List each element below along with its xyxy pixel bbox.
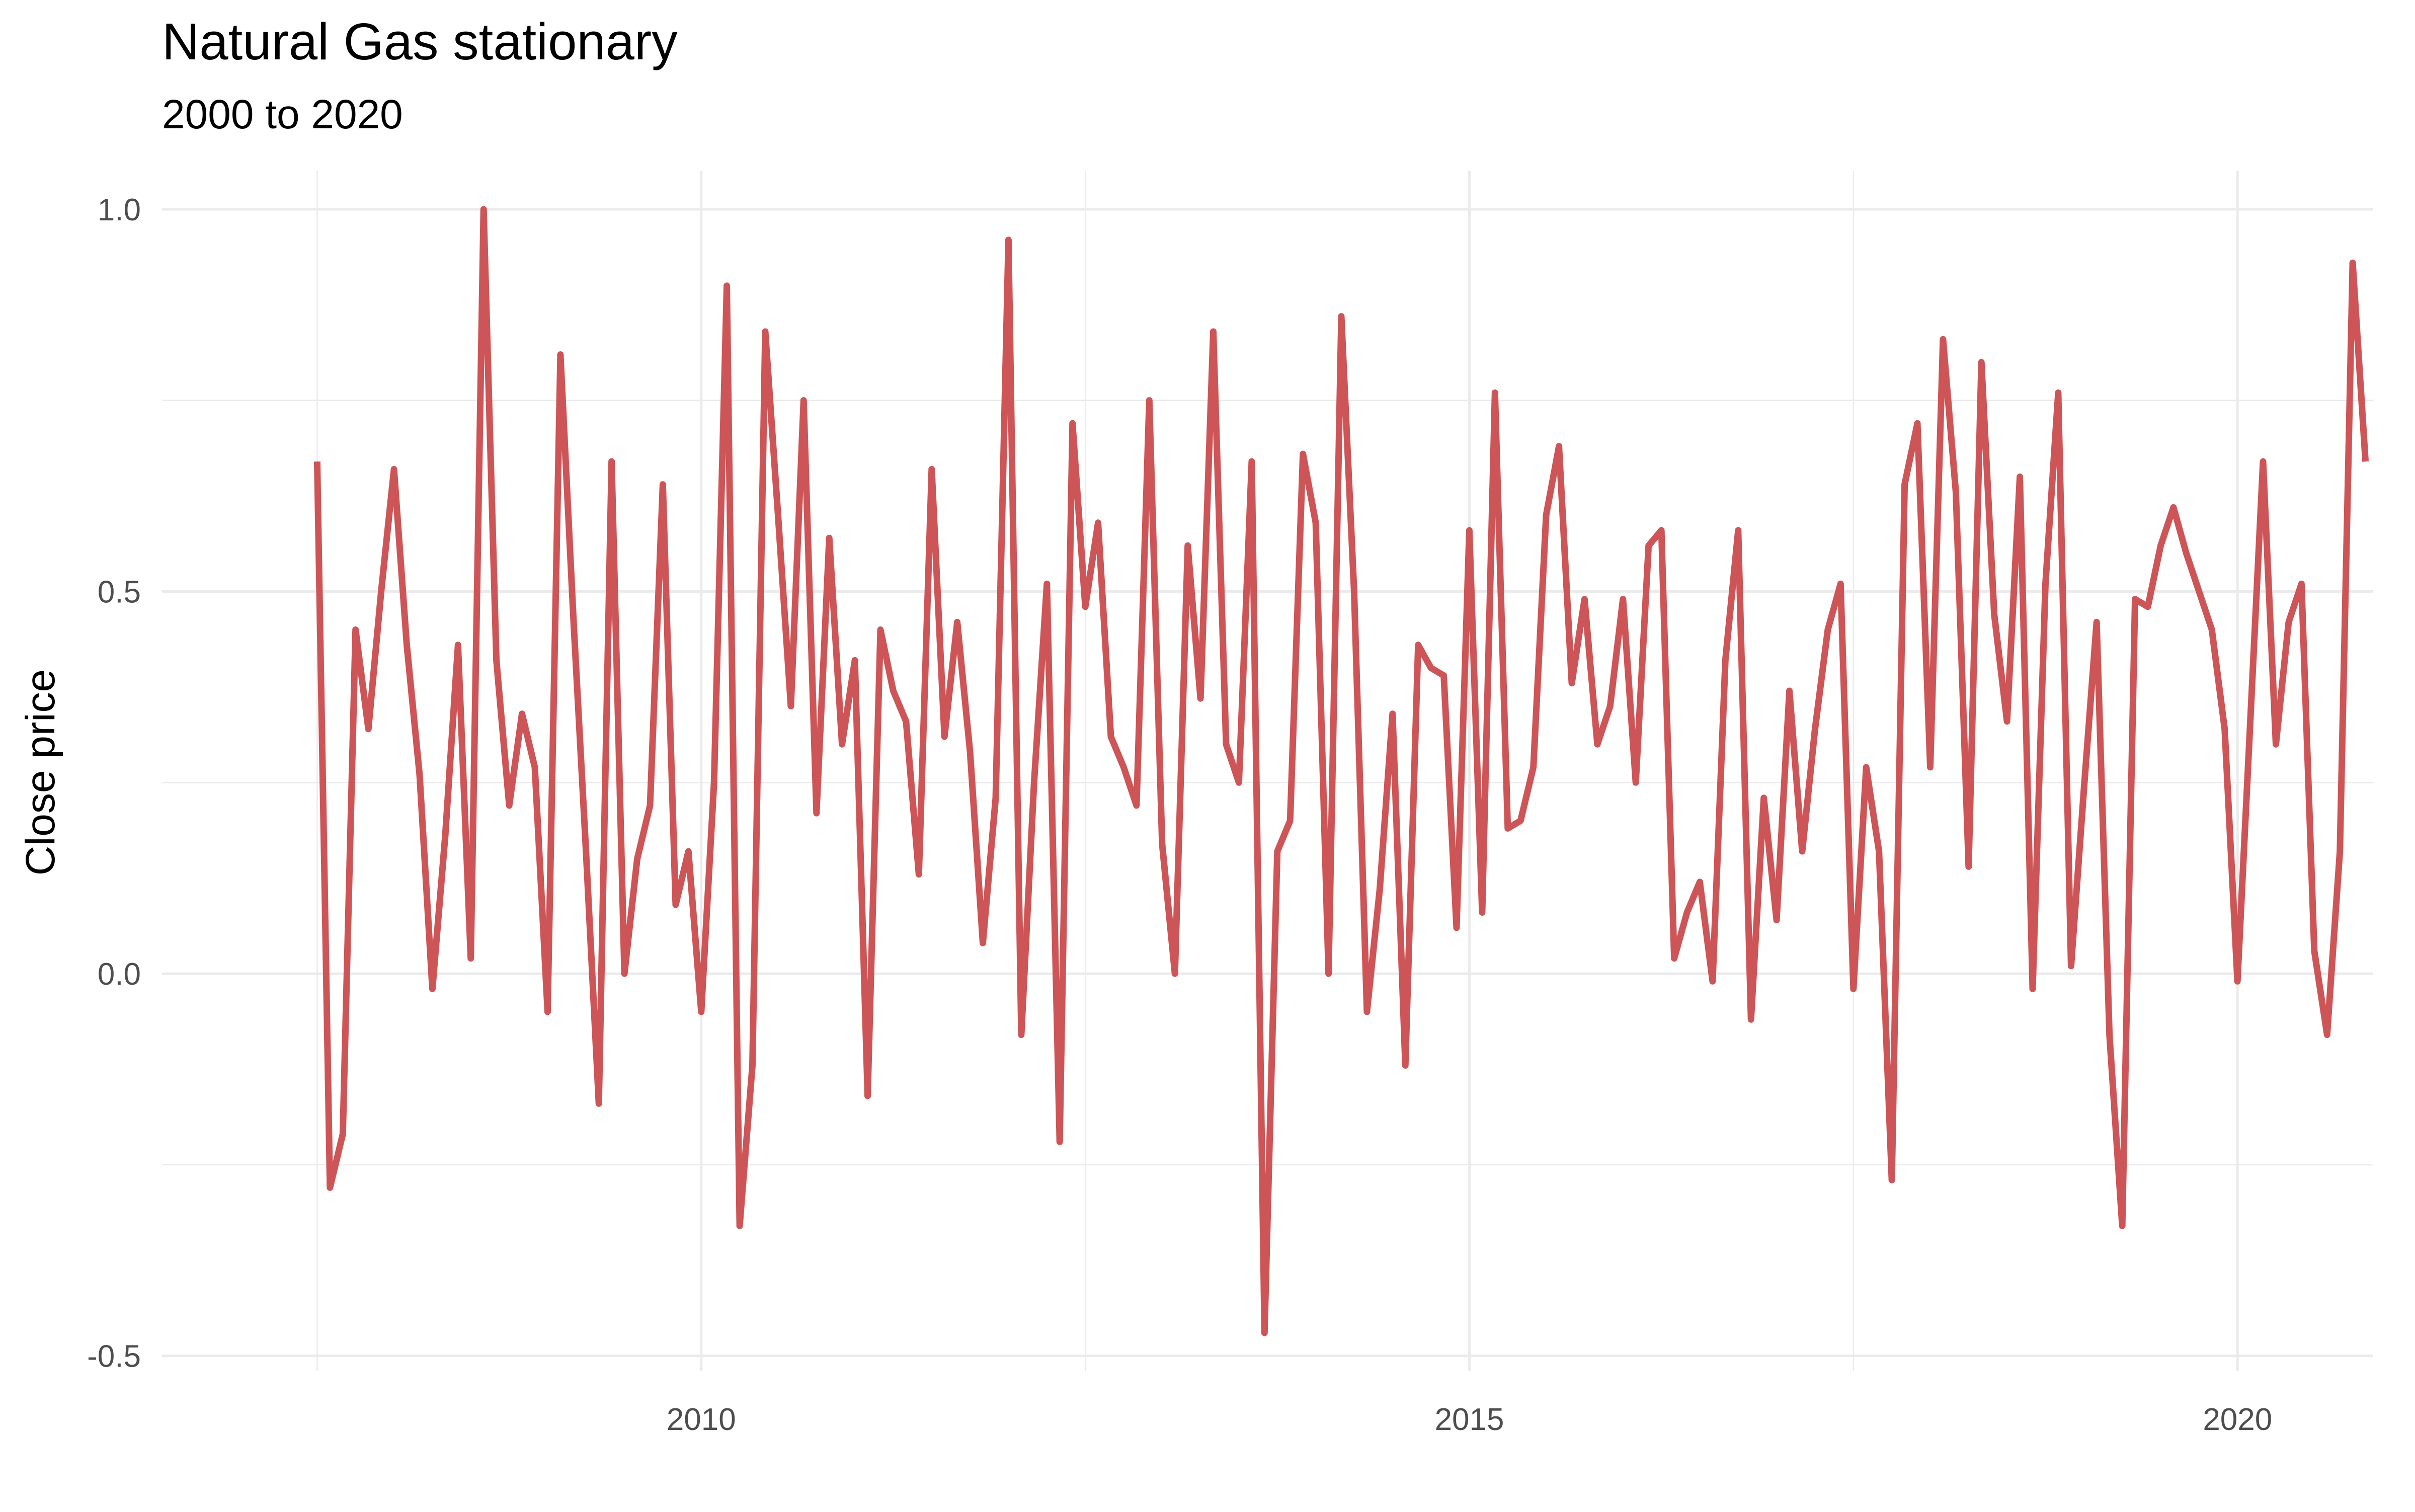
y-tick-label: 0.5 (98, 575, 141, 610)
chart-subtitle: 2000 to 2020 (162, 92, 403, 137)
axis-tick-labels: 2010 2015 2020 -0.5 0.0 0.5 1.0 (87, 193, 2272, 1437)
y-tick-label: -0.5 (87, 1339, 141, 1374)
x-tick-label: 2020 (2203, 1402, 2272, 1437)
y-tick-label: 1.0 (98, 193, 141, 227)
x-tick-label: 2010 (667, 1402, 736, 1437)
chart-title: Natural Gas stationary (162, 13, 678, 70)
series-layer (313, 206, 2369, 1336)
text-layer: Natural Gas stationary 2000 to 2020 Clos… (18, 13, 678, 876)
close-price-line (313, 206, 2369, 1336)
x-tick-label: 2015 (1435, 1402, 1504, 1437)
y-tick-label: 0.0 (98, 957, 141, 992)
grid-lines (162, 171, 2373, 1371)
y-axis-title: Close price (18, 669, 63, 876)
